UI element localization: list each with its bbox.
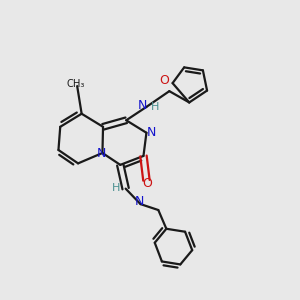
Text: H: H	[151, 102, 160, 112]
Text: O: O	[142, 177, 152, 190]
Text: N: N	[135, 195, 145, 208]
Text: N: N	[147, 126, 157, 139]
Text: H: H	[112, 183, 120, 193]
Text: O: O	[159, 74, 169, 87]
Text: N: N	[96, 147, 106, 160]
Text: CH₃: CH₃	[67, 79, 85, 89]
Text: N: N	[138, 99, 148, 112]
